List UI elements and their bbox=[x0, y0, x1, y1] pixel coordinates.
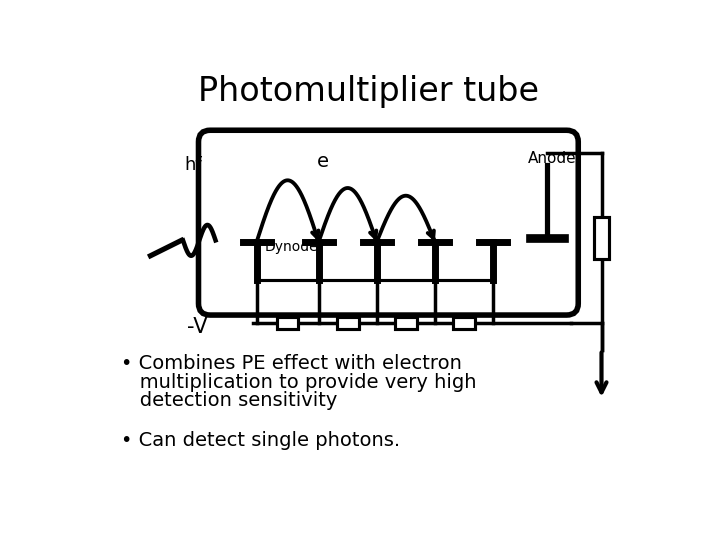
Text: Anode: Anode bbox=[528, 151, 577, 166]
Bar bbox=[337, 316, 359, 329]
Bar bbox=[453, 316, 474, 329]
Text: detection sensitivity: detection sensitivity bbox=[121, 391, 338, 410]
Text: • Can detect single photons.: • Can detect single photons. bbox=[121, 430, 400, 449]
Text: • Combines PE effect with electron: • Combines PE effect with electron bbox=[121, 354, 462, 373]
Bar bbox=[395, 316, 417, 329]
Text: e: e bbox=[317, 152, 328, 171]
Text: multiplication to provide very high: multiplication to provide very high bbox=[121, 373, 477, 392]
Text: Photomultiplier tube: Photomultiplier tube bbox=[199, 75, 539, 108]
Text: Dynode: Dynode bbox=[264, 240, 318, 254]
Bar bbox=[594, 217, 609, 259]
Bar bbox=[276, 316, 299, 329]
Text: -V: -V bbox=[187, 316, 207, 336]
Text: hf: hf bbox=[185, 156, 202, 174]
